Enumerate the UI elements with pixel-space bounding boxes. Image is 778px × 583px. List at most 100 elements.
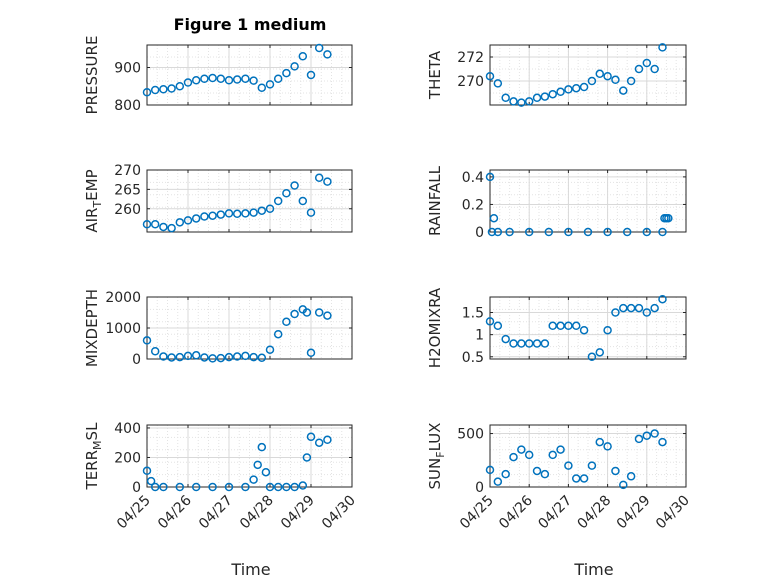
data-point [323,177,332,186]
data-point [167,353,176,362]
subplot-6: 0.5 1 1.5 H2OMIXRA [426,287,687,368]
data-point [634,64,644,74]
data-point [540,339,550,348]
data-point [208,73,217,83]
y-tick-label: 0 [132,352,141,368]
data-point [587,76,597,86]
axes-box [489,169,687,233]
data-point [191,214,201,223]
data-point [175,352,185,362]
subplot-2: 270 272 THETA [426,43,687,107]
data-point [216,74,226,83]
data-point [658,437,667,447]
data-point [548,89,557,99]
data-point [241,209,250,218]
data-point [282,68,291,78]
data-point [571,83,581,93]
data-point [298,196,308,206]
data-point [571,321,581,331]
data-point [556,445,565,454]
data-point [302,453,312,462]
data-point [587,461,597,470]
data-point [524,97,534,106]
data-point [175,482,185,492]
data-point [664,213,673,223]
data-point [232,75,242,84]
data-point [493,477,503,486]
y-tick-label: 1000 [105,321,141,337]
axes-box [489,424,687,488]
y-tick-label: 800 [114,98,141,114]
data-point [150,220,160,229]
data-point [273,329,283,339]
data-point [232,209,242,219]
data-point [524,227,534,237]
data-point [323,311,332,320]
x-axis-label-left: Time [230,560,270,579]
data-point [249,208,258,217]
data-point [544,227,554,237]
data-point [150,85,160,95]
data-point [191,482,201,492]
data-point [634,434,644,444]
data-point [216,210,226,219]
data-point [298,52,308,61]
data-point [232,352,242,361]
data-point [261,467,271,477]
data-point [611,466,620,476]
data-point [603,442,612,451]
data-point [517,339,526,348]
data-point [501,93,510,103]
data-point [579,474,589,483]
data-point [509,97,518,106]
y-tick-label: 900 [114,61,141,77]
y-tick-label: 0 [475,480,484,496]
data-point [150,347,160,356]
data-point [323,50,332,59]
data-point [273,482,283,492]
data-point [571,474,581,483]
data-point [257,206,267,215]
data-point [603,227,612,237]
y-axis-label: H2OMIXRA [426,287,444,368]
y-axis-label: PRESSURE [83,36,101,115]
data-point [159,352,168,361]
y-axis-label: THETA [426,50,444,100]
y-tick-label: 0.2 [462,197,484,213]
data-point [298,481,308,490]
data-point [159,85,168,94]
data-point [658,227,667,237]
data-point [564,227,573,237]
x-axis-label-right: Time [573,560,613,579]
data-point [540,469,550,479]
data-point [208,211,217,220]
data-point [595,348,605,357]
data-point [603,71,612,81]
data-point [603,325,612,335]
data-point [142,336,152,345]
y-tick-label: 272 [457,50,484,66]
y-tick-label: 0.4 [462,170,484,186]
data-point [273,196,283,206]
subplot-3: 260 265 270 AIRTEMP [83,163,353,233]
data-point [142,466,152,476]
data-point [282,317,291,327]
y-tick-label: 270 [457,74,484,90]
data-point [619,480,628,490]
axes-box [146,169,353,233]
data-point [191,351,201,360]
axes-box [146,44,353,106]
y-tick-label: 260 [114,202,141,218]
data-point [501,334,510,344]
data-point [167,223,176,233]
data-point [642,227,652,237]
data-point [532,466,542,476]
data-point [493,79,503,88]
data-point [532,93,542,103]
data-point [191,76,201,85]
data-point [224,352,234,362]
data-point [524,450,534,460]
y-axis-label: SUNFLUX [426,423,447,490]
